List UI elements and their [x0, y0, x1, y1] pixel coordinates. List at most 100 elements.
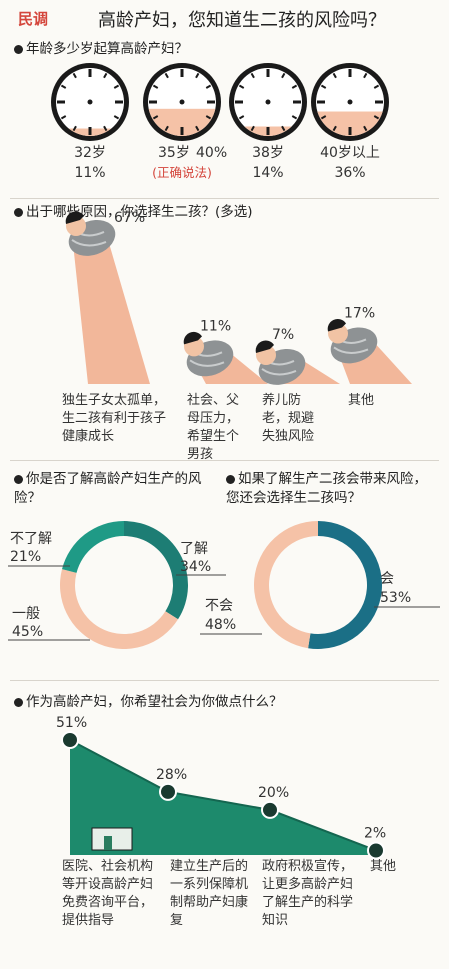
header: 民调 高龄产妇，您知道生二孩的风险吗？: [0, 0, 449, 38]
clock-tick: [195, 125, 200, 132]
q3-label: 了解: [180, 541, 208, 557]
q1-note: (正确说法): [152, 165, 212, 180]
q2-label-4: 其他: [348, 393, 375, 408]
clock-tick: [72, 125, 77, 132]
q3-pct: 34%: [180, 559, 211, 575]
q1-question-text: 年龄多少岁起算高龄产妇？: [26, 41, 188, 57]
bullet-icon: [14, 697, 23, 707]
q4-pct: 53%: [380, 590, 411, 606]
clock-tick: [152, 115, 159, 120]
clock-tick: [332, 72, 337, 79]
baby-hair: [255, 340, 274, 353]
q2-pct-label: 11%: [200, 318, 231, 334]
divider: [10, 198, 439, 199]
clock-tick: [60, 84, 67, 89]
q4-slice: [254, 521, 318, 649]
clock-center: [179, 99, 185, 105]
q5-question: 作为高龄产妇，你希望社会为你做点什么？: [14, 693, 283, 712]
clock-tick: [238, 115, 245, 120]
clock-tick: [373, 84, 380, 89]
clock-center: [265, 99, 271, 105]
clock-tick: [363, 125, 368, 132]
q5-question-text: 作为高龄产妇，你希望社会为你做点什么？: [26, 694, 283, 710]
q3-label: 一般: [12, 606, 40, 622]
q3-slice: [124, 521, 188, 620]
q2-label-3: 养儿防老，规避失独风险: [262, 393, 315, 444]
clock-tick: [164, 72, 169, 79]
clock-tick: [205, 115, 212, 120]
bullet-icon: [14, 207, 23, 217]
q3-question: 你是否了解高龄产妇生产的风险？: [14, 470, 214, 508]
clock-tick: [281, 72, 286, 79]
q2-pct-label: 7%: [272, 327, 294, 343]
divider: [10, 460, 439, 461]
page-title: 高龄产妇，您知道生二孩的风险吗？: [98, 10, 386, 31]
clock-tick: [152, 84, 159, 89]
clock-center: [347, 99, 353, 105]
q5-label-2: 建立生产后的一系列保障机制帮助产妇康复: [170, 859, 249, 928]
q5-pct-label: 2%: [364, 825, 386, 841]
q5-pct-label: 28%: [156, 767, 187, 783]
clock-tick: [164, 125, 169, 132]
q4-slice: [308, 521, 383, 649]
q5-line: [69, 739, 377, 852]
q5-point: [261, 800, 279, 819]
clock-tick: [72, 72, 77, 79]
clock-tick: [281, 125, 286, 132]
q5-point: [367, 841, 385, 860]
q1-age-label: 32岁: [74, 145, 106, 161]
q3-slice: [60, 569, 179, 649]
q5-label-4: 其他: [370, 859, 397, 874]
header-tag: 民调: [18, 10, 49, 28]
clock-tick: [320, 115, 327, 120]
clock-tick: [60, 115, 67, 120]
clock-tick: [205, 84, 212, 89]
q4-label: 不会: [205, 598, 233, 614]
q5-label-1: 医院、社会机构等开设高龄产妇免费咨询平台，提供指导: [62, 859, 154, 928]
clock-tick: [291, 115, 298, 120]
clock-tick: [238, 84, 245, 89]
q1-pct-label: 11%: [74, 165, 105, 181]
clock-tick: [291, 84, 298, 89]
q2-label-2: 社会、父母压力，希望生个男孩: [187, 393, 240, 462]
q3-question-text: 你是否了解高龄产妇生产的风险？: [14, 471, 202, 506]
q3-label: 不了解: [10, 531, 52, 547]
clock-tick: [363, 72, 368, 79]
q2-bar: [72, 225, 150, 384]
q5-pct-label: 51%: [56, 715, 87, 731]
baby-hair: [183, 331, 202, 345]
q5-label-3: 政府积极宣传，让更多高龄产妇了解生产的科学知识: [262, 859, 354, 928]
q4-label: 会: [380, 571, 394, 587]
bullet-icon: [226, 474, 235, 484]
clock-tick: [250, 72, 255, 79]
clock-tick: [320, 84, 327, 89]
q2-pct-label: 17%: [344, 305, 375, 321]
q1-pct-label: 14%: [252, 165, 283, 181]
q3-slice: [62, 521, 124, 573]
baby-hair: [65, 211, 84, 224]
clock-tick: [103, 125, 108, 132]
bullet-icon: [14, 44, 23, 54]
q5-point: [61, 731, 79, 749]
clock-tick: [373, 115, 380, 120]
q1-age-label: 35岁: [158, 145, 190, 161]
q1-pct-label: 36%: [334, 165, 365, 181]
clock-tick: [332, 125, 337, 132]
q3-pct: 21%: [10, 549, 41, 565]
q4-pct: 48%: [205, 617, 236, 633]
baby-hair: [327, 319, 346, 332]
clock-center: [87, 99, 93, 105]
q1-age-label: 38岁: [252, 145, 284, 161]
q4-question-text: 如果了解生产二孩会带来风险，您还会选择生二孩吗？: [226, 471, 427, 506]
bullet-icon: [14, 474, 23, 484]
q5-point: [159, 782, 177, 801]
q2-pct-label: 67%: [114, 210, 145, 226]
q5-area: [70, 740, 376, 855]
divider: [10, 680, 439, 681]
q1-age-label: 40岁以上: [320, 145, 380, 161]
hospital-door: [104, 836, 112, 850]
clock-tick: [103, 72, 108, 79]
